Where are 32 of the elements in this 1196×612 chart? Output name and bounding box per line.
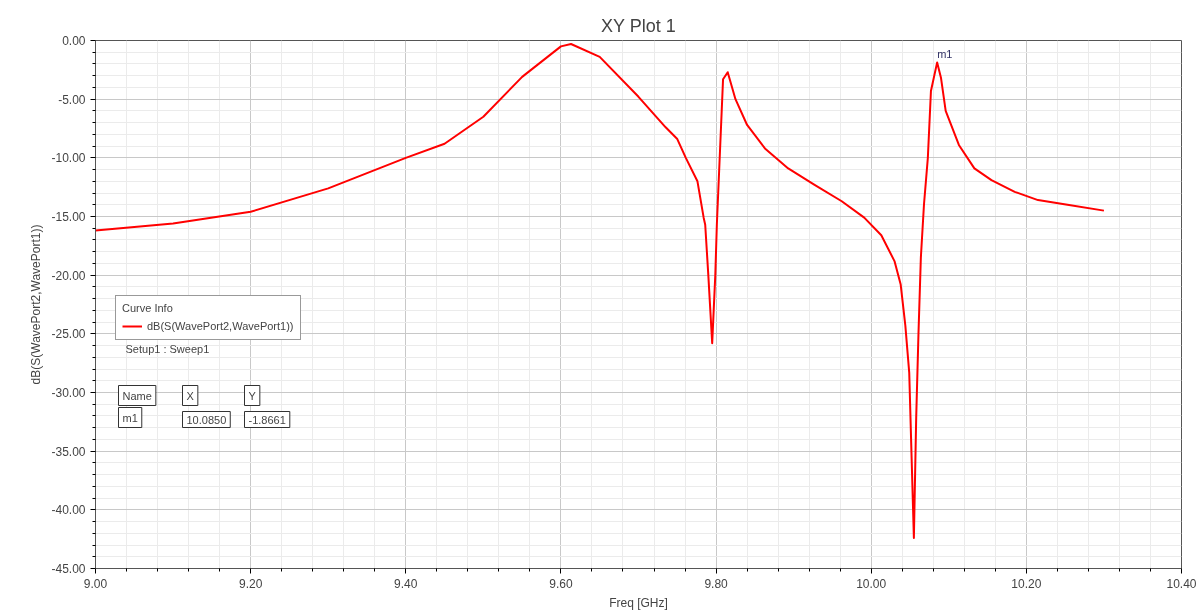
x-tick-label: 9.60 [549, 576, 573, 591]
x-tick-label: 10.40 [1166, 576, 1196, 591]
chart-title: XY Plot 1 [600, 15, 676, 36]
annotation: X [186, 389, 195, 402]
y-tick-label: -5.00 [58, 92, 86, 107]
x-tick-label: 9.20 [238, 576, 263, 591]
annotation: Y [248, 389, 257, 402]
annotation: 10.0850 [186, 413, 227, 426]
y-tick-label: -40.00 [51, 503, 86, 518]
annotation: m1 [937, 48, 953, 61]
annotation: m1 [122, 411, 138, 424]
legend-label: dB(S(WavePort2,WavePort1)) [147, 319, 294, 333]
y-tick-label: -45.00 [51, 562, 86, 576]
y-tick-label: -25.00 [51, 327, 86, 342]
y-tick-label: -35.00 [51, 444, 86, 459]
x-tick-label: 9.00 [83, 576, 108, 591]
x-tick-label: 9.40 [394, 576, 418, 591]
annotation: Name [122, 389, 152, 402]
annotation: Setup1 : Sweep1 [125, 342, 210, 355]
y-tick-label: -10.00 [51, 151, 86, 166]
x-tick-label: 10.00 [856, 576, 887, 591]
x-axis-title: Freq [GHz] [609, 595, 668, 610]
x-tick-label: 10.20 [1011, 576, 1042, 591]
legend-title: Curve Info [122, 302, 174, 314]
annotation: -1.8661 [248, 413, 286, 426]
line-series [95, 43, 1105, 539]
y-tick-label: -15.00 [51, 210, 86, 224]
y-axis-title: dB(S(WavePort2,WavePort1)) [29, 224, 44, 385]
y-tick-label: 0.00 [62, 34, 86, 48]
x-tick-label: 9.80 [704, 576, 729, 591]
y-tick-label: -20.00 [51, 268, 86, 283]
y-tick-label: -30.00 [51, 386, 86, 400]
